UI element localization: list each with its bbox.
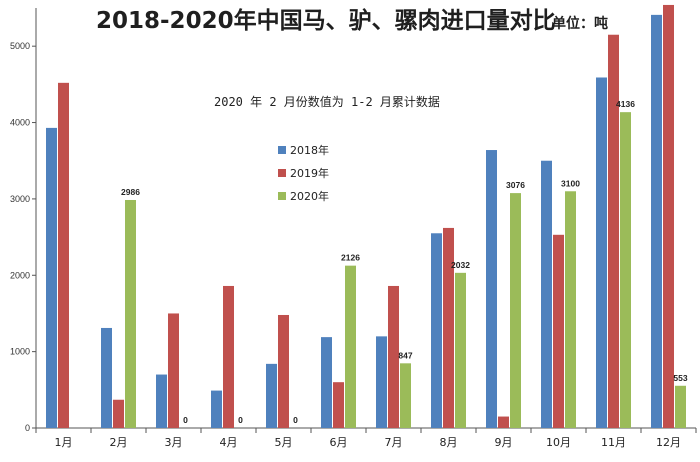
data-label: 2126 (341, 253, 360, 263)
bar (156, 374, 167, 428)
bar (58, 82, 69, 428)
legend-swatch (278, 192, 286, 200)
x-tick-label: 2月 (110, 436, 128, 449)
x-tick-label: 9月 (495, 436, 513, 449)
bar (486, 150, 497, 428)
x-tick-label: 5月 (275, 436, 293, 449)
x-tick-label: 7月 (385, 436, 403, 449)
bar (431, 233, 442, 428)
bar (498, 416, 509, 428)
data-label: 2986 (121, 187, 140, 197)
y-tick-label: 2000 (10, 270, 30, 280)
unit-label: 单位：吨 (552, 15, 608, 32)
bar (333, 382, 344, 428)
bar (620, 112, 631, 428)
x-tick-label: 4月 (220, 436, 238, 449)
legend-label: 2018年 (290, 143, 329, 157)
data-label: 553 (673, 373, 687, 383)
bar (278, 314, 289, 428)
bar (113, 399, 124, 428)
x-tick-label: 3月 (165, 436, 183, 449)
bar (266, 363, 277, 428)
bar (211, 390, 222, 428)
bar (321, 337, 332, 428)
data-label: 3100 (561, 178, 580, 188)
y-tick-label: 1000 (10, 347, 30, 357)
chart-title: 2018-2020年中国马、驴、骡肉进口量对比 (96, 7, 556, 34)
bar (651, 14, 662, 428)
bar (663, 4, 674, 428)
data-label: 847 (398, 350, 412, 360)
bar (400, 363, 411, 428)
data-label: 0 (293, 415, 298, 425)
y-tick-label: 0 (25, 423, 30, 433)
legend-label: 2019年 (290, 166, 329, 180)
x-tick-label: 6月 (330, 436, 348, 449)
bar (46, 127, 57, 429)
x-tick-label: 12月 (656, 436, 681, 449)
x-tick-label: 8月 (440, 436, 458, 449)
bar (223, 285, 234, 428)
y-tick-label: 5000 (10, 41, 30, 51)
bar (541, 160, 552, 428)
bar (168, 313, 179, 428)
x-tick-label: 11月 (601, 436, 626, 449)
y-tick-label: 3000 (10, 194, 30, 204)
bar (596, 77, 607, 428)
bar (553, 234, 564, 428)
bar (125, 199, 136, 428)
y-tick-label: 4000 (10, 118, 30, 128)
bar (565, 191, 576, 428)
bar (675, 385, 686, 428)
legend: 2018年 2019年 2020年 (278, 143, 329, 203)
data-label: 4136 (616, 99, 635, 109)
bar (510, 193, 521, 428)
bar (101, 327, 112, 428)
bar (455, 272, 466, 428)
bar (443, 227, 454, 428)
data-label: 0 (238, 415, 243, 425)
data-label: 3076 (506, 180, 525, 190)
x-tick-label: 10月 (546, 436, 571, 449)
data-label: 0 (183, 415, 188, 425)
legend-swatch (278, 169, 286, 177)
plot-area: 0 1000 2000 3000 4000 5000 1月 2月 3月 4月 5月 6月 7月 8月 9月 1… (10, 4, 697, 449)
x-tick-label: 1月 (55, 436, 73, 449)
bar (376, 336, 387, 428)
data-label: 2032 (451, 260, 470, 270)
legend-swatch (278, 146, 286, 154)
bar (388, 285, 399, 428)
bar (345, 265, 356, 428)
bar (608, 34, 619, 429)
chart-note: 2020 年 2 月份数值为 1-2 月累计数据 (214, 94, 440, 109)
legend-label: 2020年 (290, 189, 329, 203)
